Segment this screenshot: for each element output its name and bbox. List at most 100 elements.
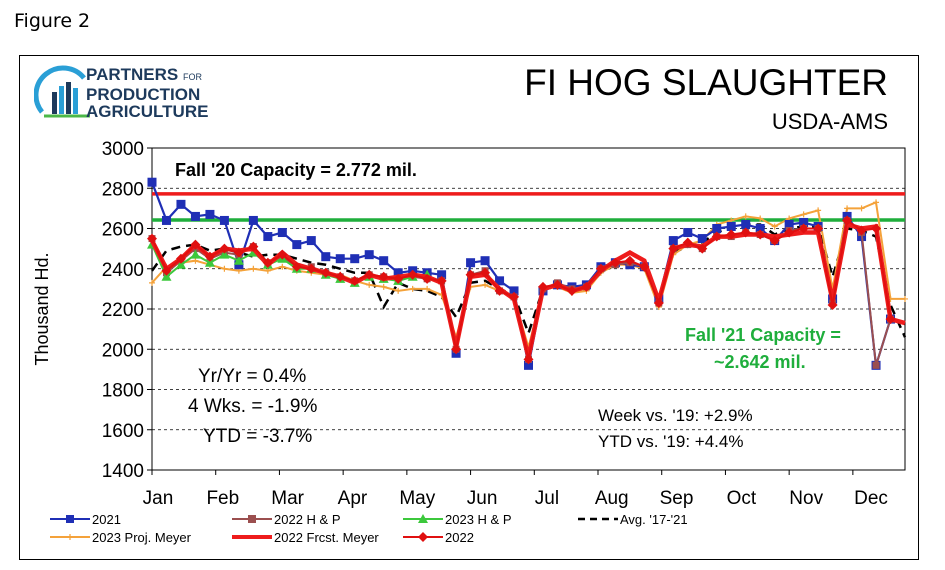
series-point	[248, 241, 259, 252]
series-point	[872, 361, 880, 369]
series-point	[509, 291, 520, 302]
series-point	[771, 223, 778, 230]
series-point	[624, 255, 635, 266]
series-point	[175, 253, 186, 264]
series-point	[380, 283, 387, 290]
series-point	[856, 225, 867, 236]
axes: 1400 1600 1800 2000 2200 2400 2600 2800 3000 Jan F…	[32, 139, 888, 509]
legend-label: 2023 H & P	[445, 512, 512, 527]
series-point	[581, 281, 592, 292]
series-line-6	[151, 218, 892, 360]
series-point	[378, 271, 389, 282]
series-point	[147, 177, 157, 187]
legend-label: 2021	[92, 512, 121, 527]
y-tick-label: 2200	[102, 300, 144, 321]
series-point	[711, 231, 722, 242]
series-point	[712, 224, 722, 233]
logo-line1-small: FOR	[182, 72, 202, 82]
plot-area	[151, 147, 906, 471]
series-point	[424, 285, 431, 292]
legend-swatch-marker	[418, 532, 428, 542]
series-point	[161, 215, 171, 225]
series-point	[233, 247, 244, 258]
series-point	[366, 281, 373, 288]
x-tick-label: Oct	[727, 488, 757, 509]
annotation-yr-yr: Yr/Yr = 0.4%	[198, 366, 306, 387]
series-point	[409, 285, 416, 292]
plot-border	[151, 147, 906, 471]
ref-line-label-fall21-line2: ~2.642 mil.	[714, 352, 806, 372]
series-point	[250, 265, 257, 272]
series-point	[873, 199, 880, 206]
series-point	[437, 270, 447, 280]
series-point	[190, 249, 201, 259]
series-point	[726, 221, 736, 231]
series-point	[480, 256, 490, 266]
series-point	[799, 217, 809, 227]
series-point	[683, 228, 693, 238]
y-tick-label: 3000	[102, 139, 144, 160]
x-tick-label: Aug	[595, 488, 629, 509]
chart-frame: PARTNERS FOR PRODUCTION AGRICULTURE FI H…	[19, 55, 919, 560]
annotation-ytd: YTD = -3.7%	[203, 426, 312, 447]
series-point	[175, 259, 186, 269]
series-point	[335, 271, 346, 282]
legend-label: 2022	[445, 530, 474, 545]
y-tick-label: 2600	[102, 220, 144, 241]
series-point	[466, 258, 476, 268]
series-point	[755, 224, 765, 233]
legend-label: 2022 Frcst. Meyer	[274, 530, 379, 545]
x-tick-label: Sep	[660, 488, 694, 509]
series-point	[279, 263, 286, 270]
legend: 2021 2022 H & P 2023 H & P Avg. '17-'21 2023…	[50, 512, 688, 545]
series-point	[264, 267, 271, 274]
series-point	[465, 269, 476, 280]
series-point	[306, 263, 317, 274]
series-point	[364, 269, 375, 280]
series-point	[205, 209, 215, 219]
y-axis-label: Thousand Hd.	[32, 252, 52, 365]
series-point	[321, 252, 331, 262]
series-point	[653, 297, 664, 308]
logo-text: PARTNERS FOR PRODUCTION AGRICULTURE	[86, 66, 208, 120]
y-tick-label: 2800	[102, 179, 144, 200]
series-point	[263, 232, 273, 242]
series-point	[149, 279, 155, 286]
ref-line-label-fall20: Fall '20 Capacity = 2.772 mil.	[175, 160, 417, 180]
x-tick-label: Jan	[143, 488, 174, 509]
series-point	[436, 275, 447, 286]
series-point	[595, 263, 606, 274]
series-point	[395, 287, 402, 294]
series-point	[697, 243, 708, 254]
series-point	[219, 215, 229, 225]
series-point	[379, 256, 389, 266]
chart-subtitle: USDA-AMS	[771, 109, 888, 134]
series-point	[482, 281, 489, 288]
series-point	[190, 239, 201, 250]
series-point	[204, 251, 215, 262]
series-point	[248, 215, 258, 225]
series-point	[407, 269, 418, 280]
series-point	[221, 265, 228, 272]
series-point	[552, 279, 563, 290]
series-point	[697, 234, 707, 244]
y-tick-label: 1400	[102, 461, 144, 482]
logo: PARTNERS FOR PRODUCTION AGRICULTURE	[33, 64, 209, 132]
series-point	[566, 285, 577, 296]
series-point	[610, 257, 621, 268]
series-point	[422, 273, 433, 284]
annotation-ytd-vs-19: YTD vs. '19: +4.4%	[598, 432, 743, 451]
series-point	[800, 211, 807, 218]
series-point	[219, 243, 230, 254]
ref-line-label-fall21-line1: Fall '21 Capacity =	[685, 325, 841, 345]
x-tick-label: May	[399, 488, 435, 509]
series-point	[639, 261, 650, 272]
legend-swatch-marker	[66, 515, 74, 523]
series-point	[292, 240, 302, 250]
series-point	[741, 219, 751, 229]
legend-swatch-marker	[67, 534, 73, 540]
series-point	[320, 267, 331, 278]
series-point	[757, 215, 764, 222]
series-point	[277, 249, 288, 260]
